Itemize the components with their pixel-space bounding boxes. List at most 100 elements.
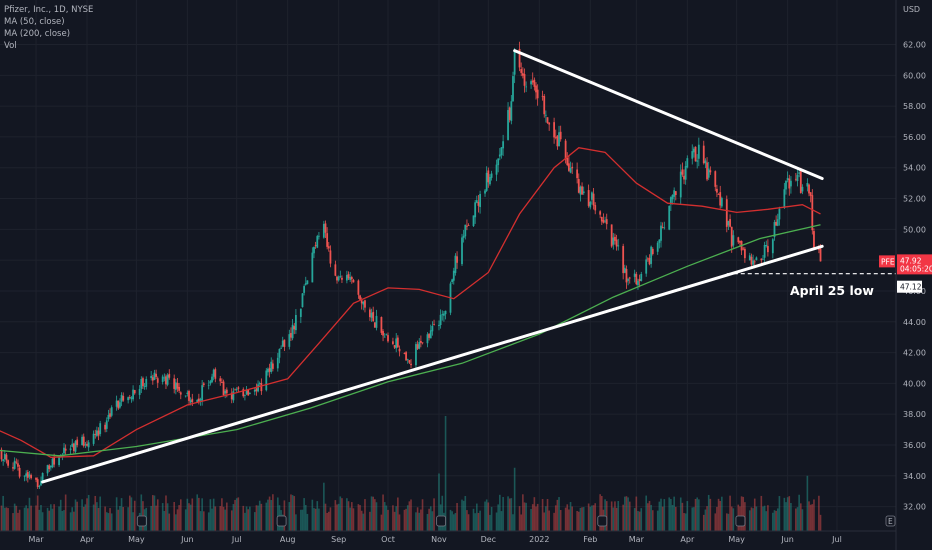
candle-body: [541, 95, 544, 97]
volume-bar: [314, 508, 317, 531]
price-tick-label: 34.00: [903, 472, 926, 481]
volume-bar: [617, 500, 620, 531]
candle-body: [484, 190, 486, 194]
candle-body: [556, 135, 559, 147]
candle-body: [359, 295, 361, 300]
candle-body: [30, 475, 33, 479]
candle-body: [53, 457, 56, 465]
time-tick-label: Dec: [481, 535, 496, 544]
candle-body: [605, 219, 608, 225]
volume-bar: [369, 511, 371, 531]
candle-body: [345, 275, 348, 281]
candle-body: [395, 338, 398, 349]
candle-body: [763, 245, 766, 258]
volume-bar: [237, 497, 240, 531]
candle-body: [783, 189, 786, 208]
candle-body: [267, 368, 269, 373]
candle-body: [133, 390, 136, 394]
candle-body: [489, 177, 491, 185]
candle-body: [548, 122, 551, 125]
volume-bar: [479, 510, 481, 531]
candle-body: [512, 76, 514, 102]
volume-bar: [36, 495, 39, 531]
volume-bar: [326, 512, 328, 531]
candle-body: [706, 162, 708, 180]
legend-vol[interactable]: Vol: [4, 41, 17, 51]
volume-bar: [472, 508, 475, 531]
volume-bar: [336, 504, 338, 531]
volume-bar: [624, 496, 626, 531]
candle-body: [591, 192, 593, 200]
volume-bar: [71, 507, 74, 531]
volume-bar: [230, 510, 233, 531]
price-axis[interactable]: USD32.0034.0036.0038.0040.0042.0044.0046…: [895, 0, 926, 550]
candle-body: [209, 381, 212, 384]
candle-body: [0, 449, 3, 460]
candle-body: [41, 472, 44, 481]
chart-legend: Pfizer, Inc., 1D, NYSE MA (50, close) MA…: [4, 4, 93, 52]
volume-bar: [438, 473, 440, 531]
candle-body: [301, 293, 304, 308]
volume-bar: [360, 510, 363, 531]
candle-body: [290, 332, 292, 338]
volume-bar: [698, 499, 700, 531]
candle-body: [559, 131, 562, 140]
candle-body: [645, 259, 648, 274]
price-tick-label: 40.00: [903, 379, 926, 388]
candle-body: [145, 379, 148, 387]
volume-bar: [568, 509, 570, 531]
volume-bar: [520, 514, 523, 531]
candle-body: [487, 170, 490, 183]
volume-bar: [303, 498, 305, 531]
candle-body: [576, 169, 579, 179]
volume-bar: [556, 499, 559, 531]
candle-body: [115, 400, 118, 407]
volume-bar: [311, 499, 314, 531]
volume-bar: [518, 506, 521, 531]
legend-title[interactable]: Pfizer, Inc., 1D, NYSE: [4, 5, 94, 15]
volume-bar: [683, 513, 685, 531]
event-badge: [136, 515, 147, 527]
candle-body: [719, 192, 722, 206]
volume-bar: [219, 506, 222, 531]
volume-bar: [232, 504, 235, 531]
volume-bar: [684, 513, 687, 531]
volume-bar: [362, 513, 365, 531]
volume-bar: [581, 507, 583, 531]
price-tick-label: 32.00: [903, 503, 926, 512]
time-axis[interactable]: ebMarAprMayJunJulAugSepOctNovDec2022FebM…: [0, 530, 896, 544]
candle-body: [535, 85, 537, 93]
volume-bar: [772, 512, 774, 531]
chart-grid: [0, 0, 896, 531]
legend-ma50[interactable]: MA (50, close): [4, 17, 65, 27]
volume-bar: [648, 500, 651, 531]
candle-body: [268, 368, 271, 372]
candle-body: [398, 348, 401, 352]
candle-body: [64, 448, 67, 451]
volume-bar: [249, 506, 251, 531]
candle-body: [508, 107, 511, 120]
volume-bar: [694, 498, 697, 531]
candle-body: [523, 74, 526, 86]
volume-bar: [255, 505, 258, 531]
candle-body: [582, 191, 585, 194]
candle-body: [232, 391, 235, 401]
candle-body: [599, 211, 602, 215]
volume-bar: [92, 504, 95, 531]
volume-bar: [512, 514, 514, 531]
volume-bar: [41, 512, 44, 531]
volume-bar: [806, 475, 809, 531]
volume-bar: [507, 496, 509, 531]
volume-bar: [645, 495, 648, 531]
candle-body: [472, 215, 475, 227]
volume-bar: [650, 504, 652, 531]
candle-body: [451, 279, 454, 283]
volume-bar: [268, 496, 271, 531]
candle-body: [623, 267, 626, 273]
legend-ma200[interactable]: MA (200, close): [4, 29, 71, 39]
volume-bar: [346, 498, 348, 531]
candle-body: [18, 467, 21, 477]
candle-body: [674, 191, 677, 195]
candle-body: [426, 334, 429, 344]
